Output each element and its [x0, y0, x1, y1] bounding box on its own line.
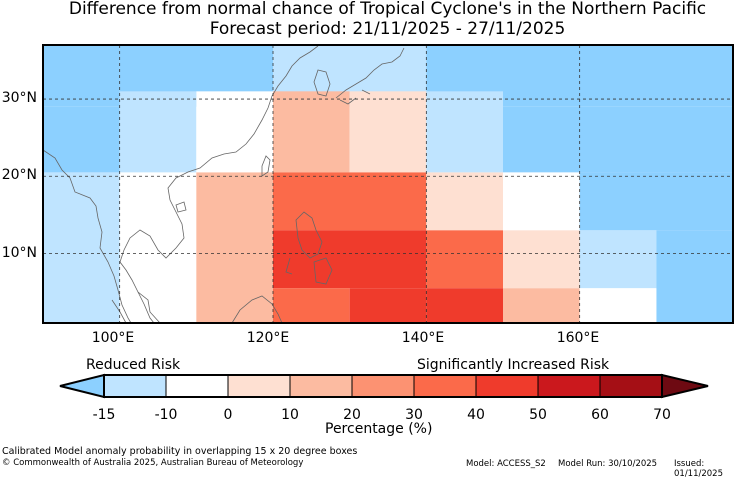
risk-cells [43, 45, 733, 323]
risk-cell-8 [349, 91, 427, 173]
risk-cell-7 [273, 91, 350, 173]
forecast-period: Forecast period: 21/11/2025 - 27/11/2025 [209, 19, 566, 39]
graticule [43, 45, 733, 323]
colorbar-segment-0 [103, 374, 167, 398]
colorbar-xlabel: Percentage (%) [325, 421, 433, 437]
lat-label-20: 20°N [1, 167, 37, 183]
lon-label-120: 120°E [246, 330, 290, 346]
colorbar-segment-2 [227, 374, 291, 398]
colorbar-over-arrow [661, 373, 709, 399]
risk-cell-15 [426, 172, 503, 231]
risk-cell-20 [503, 230, 580, 289]
risk-cell-13 [196, 172, 273, 323]
risk-cell-10 [503, 106, 733, 173]
cb-tick-60: 60 [591, 407, 609, 423]
footer-description: Calibrated Model anomaly probability in … [2, 446, 358, 457]
cb-tick-30: 30 [405, 407, 423, 423]
chart-title: Difference from normal chance of Tropica… [68, 0, 707, 19]
risk-cell-16 [503, 172, 580, 231]
risk-cell-11 [43, 172, 120, 323]
coastline-korea [313, 69, 331, 97]
colorbar-segment-8 [599, 374, 663, 398]
risk-cell-22 [656, 230, 733, 323]
cb-tick-0: 0 [223, 407, 233, 423]
cb-tick-40: 40 [467, 407, 485, 423]
risk-cell-9 [426, 91, 503, 173]
lat-label-30: 30°N [1, 90, 37, 106]
footer-copyright: © Commonwealth of Australia 2025, Austra… [2, 458, 304, 468]
lon-label-160: 160°E [556, 330, 600, 346]
cb-tick-m10: -10 [154, 407, 178, 423]
risk-cell-27 [579, 288, 657, 323]
risk-cell-4 [43, 106, 120, 173]
colorbar-segment-7 [537, 374, 601, 398]
risk-cell-18 [273, 230, 427, 289]
risk-cell-0 [43, 45, 120, 107]
risk-cell-12 [119, 172, 197, 323]
increased-risk-label: Significantly Increased Risk [417, 357, 610, 373]
risk-cell-21 [579, 230, 657, 289]
lat-label-10: 10°N [1, 245, 37, 261]
colorbar-outline [103, 374, 663, 398]
map-frame [42, 44, 734, 324]
risk-cell-24 [349, 288, 427, 323]
colorbar-segment-1 [165, 374, 229, 398]
risk-cell-17 [579, 172, 733, 231]
coastline-borneo [231, 295, 283, 323]
colorbar-segment-4 [351, 374, 415, 398]
cb-tick-50: 50 [529, 407, 547, 423]
footer-issued: Issued: 01/11/2025 [674, 459, 723, 479]
coastline-taiwan [261, 155, 271, 177]
coastline-philippines [285, 211, 333, 285]
risk-cell-6 [196, 91, 273, 173]
risk-cell-19 [426, 230, 503, 289]
coastline-hainan [175, 201, 187, 213]
colorbar-under-arrow [59, 373, 105, 399]
cb-tick-m15: -15 [92, 407, 116, 423]
colorbar-segment-6 [475, 374, 539, 398]
coastline-japan [335, 47, 405, 105]
lon-label-100: 100°E [91, 330, 135, 346]
footer-model: Model: ACCESS_S2 [466, 459, 546, 469]
risk-cell-14 [273, 172, 427, 231]
risk-cell-25 [426, 288, 503, 323]
risk-cell-23 [273, 288, 350, 323]
lon-label-140: 140°E [401, 330, 445, 346]
cb-tick-10: 10 [281, 407, 299, 423]
colorbar [59, 373, 709, 399]
cb-tick-70: 70 [653, 407, 671, 423]
footer-model-run: Model Run: 30/10/2025 [558, 459, 658, 469]
cb-tick-20: 20 [343, 407, 361, 423]
colorbar-segment-3 [289, 374, 353, 398]
risk-cell-26 [503, 288, 580, 323]
colorbar-segment-5 [413, 374, 477, 398]
reduced-risk-label: Reduced Risk [86, 357, 181, 373]
risk-cell-5 [119, 91, 197, 173]
